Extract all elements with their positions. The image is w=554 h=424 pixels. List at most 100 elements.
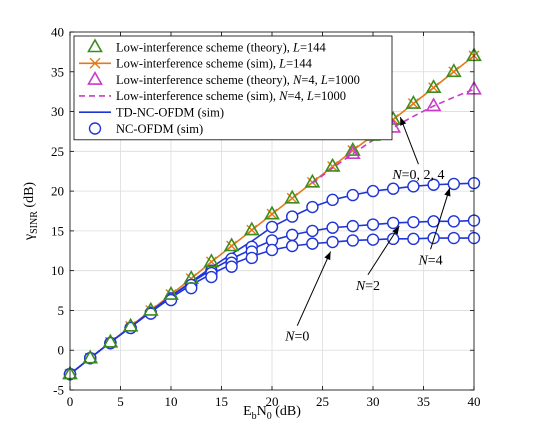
- legend-entry: Low-interference scheme (theory), N=4, L…: [87, 70, 360, 87]
- legend-marker: [87, 38, 103, 53]
- data-point-marker: [427, 178, 440, 191]
- legend-label: Low-interference scheme (theory), N=4, L…: [116, 73, 360, 87]
- x-tick-label: 5: [117, 394, 124, 409]
- data-point-marker: [346, 234, 359, 247]
- legend-entry: Low-interference scheme (sim), L=144: [79, 57, 313, 71]
- data-point-marker: [124, 321, 137, 335]
- x-tick-label: 0: [67, 394, 74, 409]
- data-point-marker: [102, 333, 119, 348]
- data-point-marker: [286, 210, 299, 223]
- data-point-marker: [264, 205, 280, 220]
- legend-label: Low-interference scheme (sim), N=4, L=10…: [116, 89, 346, 103]
- data-point-marker: [265, 220, 279, 234]
- x-tick-label: 10: [165, 394, 178, 409]
- data-point-marker: [266, 208, 278, 220]
- x-tick-label: 35: [417, 394, 430, 409]
- annotation-label: N=2: [355, 279, 380, 294]
- x-tick-label: 25: [316, 394, 329, 409]
- legend-marker: [89, 57, 101, 69]
- data-point-marker: [366, 233, 380, 246]
- legend-entry: NC-OFDM (sim): [88, 122, 203, 136]
- data-point-marker: [225, 260, 238, 273]
- data-point-marker: [326, 221, 339, 234]
- x-marker-stroke: [407, 98, 419, 110]
- legend-marker: [88, 122, 102, 135]
- data-point-marker: [304, 173, 321, 188]
- x-axis-label: EbN0 (dB): [243, 404, 301, 422]
- data-point-marker: [243, 221, 260, 236]
- legend-entry: Low-interference scheme (sim), N=4, L=10…: [79, 89, 346, 103]
- x-marker-stroke: [89, 57, 101, 69]
- data-point-marker: [407, 180, 420, 193]
- data-point-marker: [407, 215, 420, 229]
- data-point-marker: [286, 239, 299, 253]
- data-point-marker: [428, 82, 440, 94]
- x-marker-stroke: [246, 224, 258, 236]
- y-tick-label: 0: [58, 343, 65, 358]
- data-point-marker: [223, 237, 240, 252]
- x-tick-label: 30: [367, 394, 380, 409]
- data-point-marker: [366, 218, 380, 231]
- x-marker-stroke: [448, 66, 460, 78]
- data-point-marker: [387, 182, 400, 195]
- y-tick-label: 20: [51, 184, 64, 199]
- x-tick-label: 40: [468, 394, 481, 409]
- data-point-marker: [326, 235, 339, 249]
- data-point-marker: [407, 98, 419, 110]
- annotation-arrow: [430, 187, 451, 250]
- annotation-arrowhead: [444, 187, 451, 197]
- x-tick-label: 15: [215, 394, 228, 409]
- data-point-marker: [286, 228, 299, 242]
- x-tick-label: 20: [266, 394, 279, 409]
- data-point-marker: [425, 97, 442, 112]
- x-marker-stroke: [428, 82, 440, 94]
- annotation-arrow: [367, 225, 400, 276]
- data-point-marker: [183, 269, 200, 284]
- data-point-marker: [344, 145, 361, 160]
- data-point-marker: [142, 301, 159, 316]
- data-point-marker: [306, 200, 319, 214]
- legend-label: TD-NC-OFDM (sim): [116, 106, 224, 120]
- y-tick-label: 30: [51, 104, 64, 119]
- data-point-marker: [203, 253, 220, 268]
- y-tick-label: 35: [51, 64, 64, 79]
- data-point-marker: [265, 243, 279, 257]
- data-point-marker: [306, 237, 319, 250]
- data-point-marker: [346, 188, 359, 202]
- data-point-marker: [425, 79, 442, 93]
- annotations-layer: N=0, 2, 4 N=4 N=2 N=0: [284, 116, 451, 345]
- data-point-marker: [184, 281, 198, 295]
- annotation-label: N=4: [417, 253, 442, 268]
- legend-entry: TD-NC-OFDM (sim): [79, 106, 224, 120]
- data-point-marker: [326, 193, 339, 207]
- y-tick-label: 15: [51, 223, 64, 238]
- data-point-marker: [246, 224, 258, 236]
- data-point-marker: [447, 215, 460, 228]
- series-3: [311, 88, 475, 184]
- legend-label: Low-interference scheme (sim), L=144: [116, 57, 313, 71]
- x-marker-stroke: [205, 256, 217, 268]
- data-point-marker: [122, 317, 139, 332]
- legend: Low-interference scheme (theory), L=144 L…: [73, 35, 393, 141]
- data-point-marker: [445, 63, 462, 78]
- x-marker-stroke: [266, 208, 278, 220]
- data-point-marker: [405, 94, 422, 109]
- data-point-marker: [448, 66, 460, 78]
- annotation-arrowhead: [392, 226, 400, 235]
- x-marker-stroke: [226, 240, 238, 252]
- y-tick-label: 10: [51, 263, 64, 278]
- data-point-marker: [387, 216, 400, 230]
- legend-box: [73, 35, 393, 141]
- data-point-marker: [82, 349, 99, 364]
- data-point-marker: [164, 293, 178, 307]
- data-point-marker: [407, 232, 420, 246]
- data-point-marker: [205, 270, 218, 284]
- data-point-marker: [284, 189, 301, 204]
- data-point-marker: [447, 177, 460, 191]
- annotation-arrowhead: [324, 251, 331, 261]
- x-marker-stroke: [286, 192, 298, 204]
- data-point-marker: [447, 231, 460, 245]
- annotation-arrowhead: [400, 117, 407, 126]
